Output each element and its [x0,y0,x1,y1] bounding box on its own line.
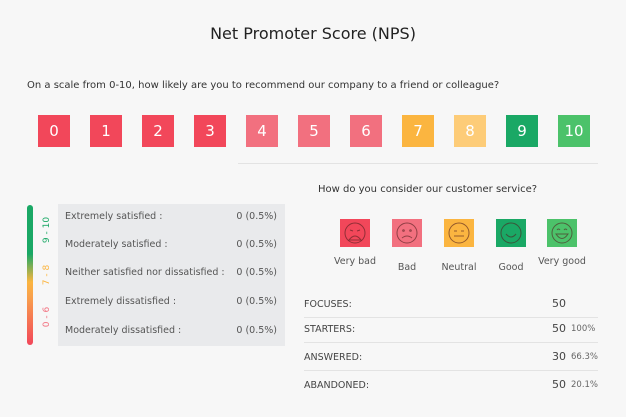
stat-value: 50 [552,297,566,310]
face-label: Very bad [333,256,377,267]
face-label: Good [498,262,524,273]
satisfaction-value: 0 (0.5%) [236,325,277,336]
score-button-6[interactable]: 6 [350,115,382,147]
score-button-8[interactable]: 8 [454,115,486,147]
satisfaction-value: 0 (0.5%) [236,296,277,307]
satisfaction-label: Moderately dissatisfied : [65,325,182,336]
detractors-range-label: 0 - 6 [42,306,52,328]
satisfaction-row: Neither satisfied nor dissatisfied : 0 (0… [65,267,277,278]
stat-percent: 20.1% [571,380,599,390]
face-label: Neutral [441,262,477,273]
satisfaction-row: Extremely dissatisfied : 0 (0.5%) [65,296,277,307]
score-button-4[interactable]: 4 [246,115,278,147]
score-button-7[interactable]: 7 [402,115,434,147]
divider [304,370,598,371]
satisfaction-row: Extremely satisfied : 0 (0.5%) [65,211,277,222]
promoters-range-label: 9 - 10 [42,216,52,244]
satisfaction-label: Neither satisfied nor dissatisfied : [65,267,225,278]
face-label: Very good [538,256,586,267]
satisfaction-label: Extremely dissatisfied : [65,296,177,307]
satisfaction-value: 0 (0.5%) [236,239,277,250]
satisfaction-value: 0 (0.5%) [236,211,277,222]
stat-percent: 100% [571,324,596,334]
good-face-icon[interactable] [496,219,526,247]
divider [304,342,598,343]
stat-label: ANSWERED: [304,352,363,363]
nps-gradient-bar [27,205,33,345]
score-button-0[interactable]: 0 [38,115,70,147]
satisfaction-label: Moderately satisfied : [65,239,168,250]
satisfaction-row: Moderately satisfied : 0 (0.5%) [65,239,277,250]
passives-range-label: 7 - 8 [42,264,52,286]
very-bad-face-icon[interactable] [340,219,370,247]
satisfaction-row: Moderately dissatisfied : 0 (0.5%) [65,325,277,336]
very-good-face-icon[interactable] [547,219,577,247]
score-button-10[interactable]: 10 [558,115,590,147]
score-button-9[interactable]: 9 [506,115,538,147]
bad-face-icon[interactable] [392,219,422,247]
divider [238,163,598,164]
stat-percent: 66.3% [571,352,599,362]
score-button-2[interactable]: 2 [142,115,174,147]
neutral-face-icon[interactable] [444,219,474,247]
stat-label: STARTERS: [304,324,356,335]
score-button-3[interactable]: 3 [194,115,226,147]
stat-value: 50 [552,322,566,335]
page-title: Net Promoter Score (NPS) [210,24,416,43]
face-label: Bad [397,262,417,273]
satisfaction-value: 0 (0.5%) [236,267,277,278]
score-button-5[interactable]: 5 [298,115,330,147]
score-button-1[interactable]: 1 [90,115,122,147]
satisfaction-panel [58,204,285,346]
stat-label: ABANDONED: [304,380,370,391]
stat-value: 50 [552,378,566,391]
stat-value: 30 [552,350,566,363]
service-question: How do you consider our customer service… [318,184,538,195]
divider [304,317,598,318]
nps-question: On a scale from 0-10, how likely are you… [27,80,500,91]
stat-label: FOCUSES: [304,299,352,310]
satisfaction-label: Extremely satisfied : [65,211,163,222]
